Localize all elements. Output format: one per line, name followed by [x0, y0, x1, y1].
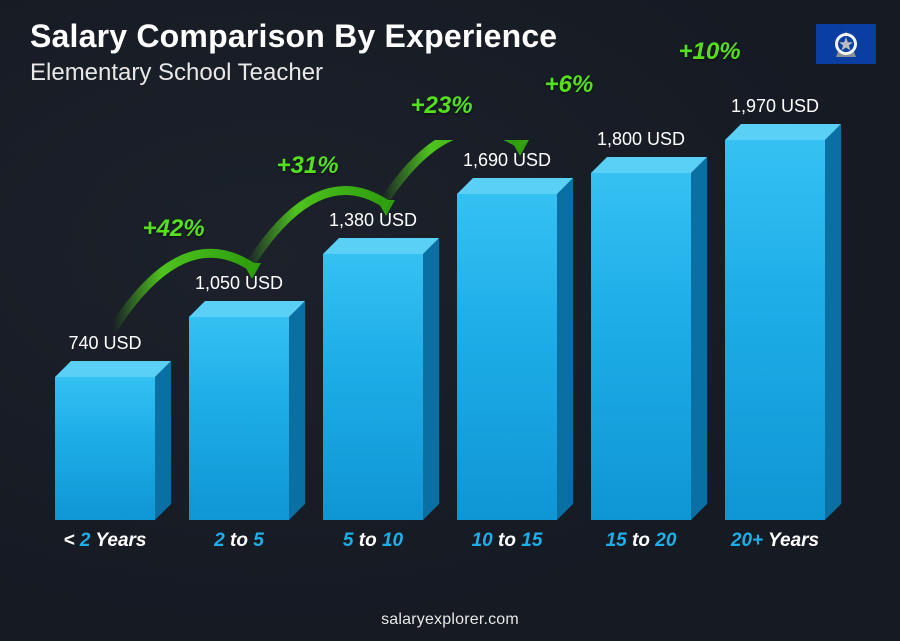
- bar-value-label: 1,050 USD: [169, 273, 309, 294]
- bar-top: [725, 124, 841, 140]
- bar-front: [189, 317, 289, 520]
- bar-front: [55, 377, 155, 520]
- bar-value-label: 1,800 USD: [571, 129, 711, 150]
- bar-side: [155, 361, 171, 520]
- bar-chart: 740 USD< 2 Years 1,050 USD2 to 5 +42% 1,380…: [40, 140, 840, 520]
- bar-side: [423, 238, 439, 520]
- bar-front: [591, 173, 691, 520]
- title-block: Salary Comparison By Experience Elementa…: [30, 18, 557, 87]
- growth-pct-label: +10%: [679, 38, 741, 66]
- bar-front: [725, 140, 825, 520]
- growth-pct-label: +42%: [143, 215, 205, 243]
- bar-group: 1,800 USD15 to 20: [591, 173, 691, 520]
- bar-top: [457, 178, 573, 194]
- footer-credit: salaryexplorer.com: [0, 611, 900, 629]
- bar-top: [55, 361, 171, 377]
- growth-pct-label: +23%: [411, 92, 473, 120]
- chart-subtitle: Elementary School Teacher: [30, 59, 557, 87]
- bar-group: 1,690 USD10 to 15: [457, 194, 557, 520]
- bar-value-label: 1,970 USD: [705, 96, 845, 117]
- bar-value-label: 740 USD: [35, 333, 175, 354]
- growth-pct-label: +6%: [545, 71, 594, 99]
- bar-side: [557, 178, 573, 520]
- bar-side: [825, 124, 841, 520]
- infographic-stage: Salary Comparison By Experience Elementa…: [0, 0, 900, 641]
- bar-side: [691, 157, 707, 520]
- bar-group: 1,050 USD2 to 5: [189, 317, 289, 520]
- bar-front: [323, 254, 423, 520]
- bar-group: 1,380 USD5 to 10: [323, 254, 423, 520]
- bar-front: [457, 194, 557, 520]
- growth-pct-label: +31%: [277, 152, 339, 180]
- bar-side: [289, 301, 305, 520]
- bar-value-label: 1,690 USD: [437, 150, 577, 171]
- bar-top: [323, 238, 439, 254]
- chart-title: Salary Comparison By Experience: [30, 18, 557, 55]
- bar-top: [591, 157, 707, 173]
- bar-group: 1,970 USD20+ Years: [725, 140, 825, 520]
- bar-top: [189, 301, 305, 317]
- bar-group: 740 USD< 2 Years: [55, 377, 155, 520]
- bar-x-label: 20+ Years: [695, 530, 855, 552]
- bar-value-label: 1,380 USD: [303, 210, 443, 231]
- flag-icon: [816, 24, 876, 64]
